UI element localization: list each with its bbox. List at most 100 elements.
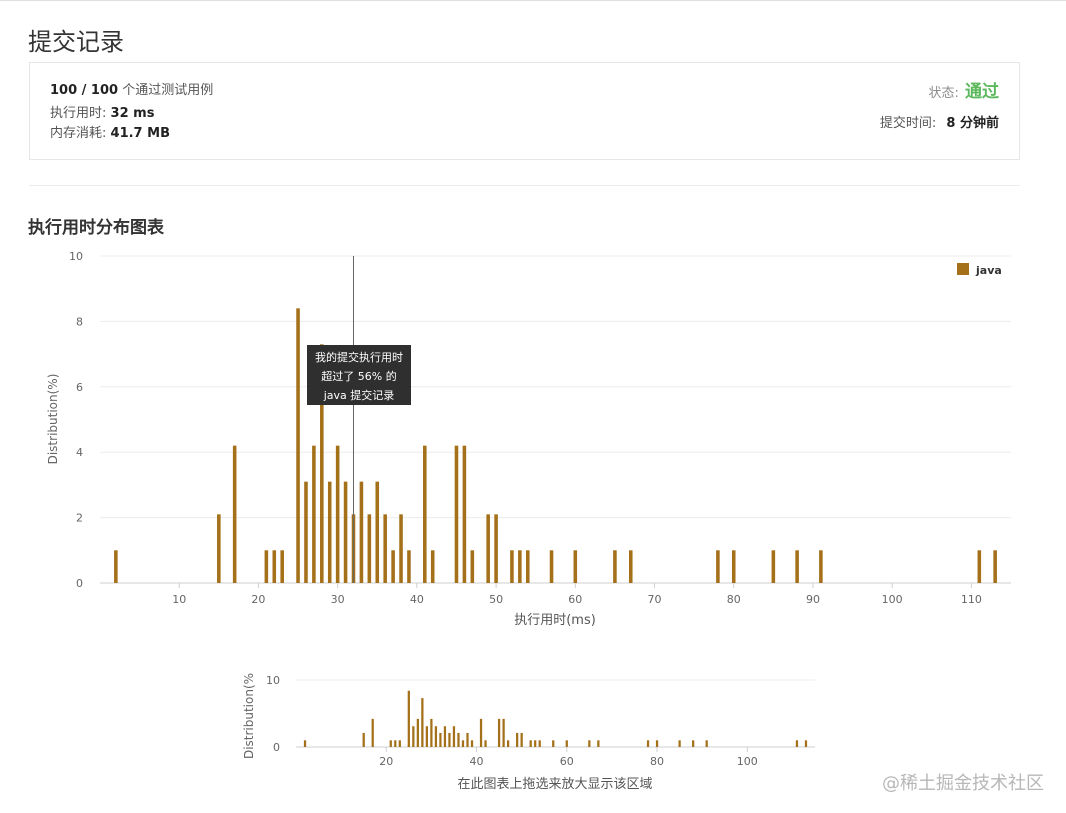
navigator-bar bbox=[430, 718, 433, 747]
bar[interactable] bbox=[462, 445, 467, 583]
navigator-bar bbox=[407, 690, 410, 747]
bar[interactable] bbox=[217, 514, 221, 583]
navigator-bar bbox=[529, 740, 532, 747]
status: 状态: 通过 bbox=[928, 77, 999, 102]
navigator-grid bbox=[296, 679, 815, 752]
legend-label-java[interactable]: java bbox=[975, 264, 1002, 277]
tests-passed-row: 100 / 100 个通过测试用例 bbox=[50, 79, 213, 98]
navigator-bar bbox=[461, 740, 465, 747]
zoom-hint: 在此图表上拖选来放大显示该区域 bbox=[457, 777, 652, 792]
runtime-value: 32 ms bbox=[110, 106, 155, 121]
bar[interactable] bbox=[312, 445, 316, 583]
y-tick-label: 10 bbox=[266, 674, 280, 687]
bar[interactable] bbox=[383, 514, 387, 583]
navigator-bar bbox=[795, 740, 799, 747]
bar[interactable] bbox=[280, 550, 284, 583]
navigator-bar bbox=[497, 718, 501, 747]
x-tick-label: 20 bbox=[379, 755, 393, 768]
bar[interactable] bbox=[628, 550, 633, 583]
bar[interactable] bbox=[343, 481, 348, 583]
memory-row: 内存消耗: 41.7 MB bbox=[50, 122, 170, 141]
bar[interactable] bbox=[573, 550, 578, 583]
bar[interactable] bbox=[375, 481, 380, 583]
bar[interactable] bbox=[470, 550, 475, 583]
bar[interactable] bbox=[549, 550, 554, 583]
x-tick-label: 50 bbox=[489, 593, 503, 606]
navigator-bar bbox=[705, 740, 708, 747]
bar[interactable] bbox=[296, 308, 300, 583]
tooltip-line-2: 超过了 56% 的 bbox=[321, 370, 397, 383]
bar[interactable] bbox=[494, 514, 498, 583]
bar[interactable] bbox=[327, 481, 332, 583]
tests-passed-suffix: 个通过测试用例 bbox=[122, 83, 214, 98]
navigator-bar bbox=[443, 726, 447, 747]
navigator-bar bbox=[303, 740, 307, 747]
submit-time-label: 提交时间: bbox=[879, 116, 937, 131]
runtime-label: 执行用时: bbox=[50, 106, 107, 121]
bar-series-java[interactable] bbox=[114, 308, 997, 583]
submit-time-value: 8 分钟前 bbox=[946, 116, 999, 131]
submission-summary: 100 / 100 个通过测试用例 执行用时: 32 ms 内存消耗: 41.7… bbox=[29, 62, 1020, 160]
bar[interactable] bbox=[454, 445, 459, 583]
navigator-bar bbox=[502, 718, 505, 747]
bar[interactable] bbox=[367, 514, 372, 583]
bar[interactable] bbox=[613, 550, 617, 583]
bar[interactable] bbox=[993, 550, 997, 583]
navigator-bar bbox=[516, 732, 519, 747]
bar[interactable] bbox=[430, 550, 435, 583]
runtime-distribution-chart[interactable]: 0 2 4 6 8 10 10 20 30 40 50 60 70 80 90 100 110 Distrib… bbox=[0, 240, 1066, 635]
bar[interactable] bbox=[977, 550, 982, 583]
navigator-bar bbox=[804, 740, 808, 747]
bar[interactable] bbox=[407, 550, 411, 583]
y-tick-label: 2 bbox=[76, 512, 83, 525]
tooltip-line-1: 我的提交执行用时 bbox=[315, 351, 403, 364]
y-axis-label: Distribution(%) bbox=[46, 374, 60, 465]
x-tick-label: 40 bbox=[410, 593, 424, 606]
bar[interactable] bbox=[423, 445, 427, 583]
bar[interactable] bbox=[518, 550, 522, 583]
bar[interactable] bbox=[399, 514, 403, 583]
x-tick-label: 80 bbox=[650, 755, 664, 768]
memory-label: 内存消耗: bbox=[50, 126, 107, 141]
navigator-bar bbox=[416, 718, 419, 747]
bar[interactable] bbox=[272, 550, 277, 583]
navigator-bar bbox=[484, 740, 487, 747]
bar[interactable] bbox=[731, 550, 736, 583]
zoom-navigator-chart[interactable]: 0 10 20 40 60 80 100 Distribution(% 在此图表上拖选来放… bbox=[0, 660, 1066, 795]
bar[interactable] bbox=[359, 481, 364, 583]
navigator-bar bbox=[448, 732, 451, 747]
bar[interactable] bbox=[391, 550, 395, 583]
bar[interactable] bbox=[304, 481, 308, 583]
x-tick-label: 20 bbox=[251, 593, 265, 606]
bar[interactable] bbox=[819, 550, 823, 583]
submit-time: 提交时间: 8 分钟前 bbox=[880, 112, 999, 131]
bar[interactable] bbox=[486, 514, 490, 583]
navigator-bar bbox=[457, 732, 460, 747]
navigator-y-tick-labels: 0 10 bbox=[266, 674, 280, 754]
chart-grid bbox=[100, 255, 1011, 588]
x-tick-label: 90 bbox=[806, 593, 820, 606]
bar[interactable] bbox=[525, 550, 530, 583]
bar[interactable] bbox=[335, 445, 340, 583]
bar[interactable] bbox=[716, 550, 720, 583]
navigator-bar bbox=[692, 740, 695, 747]
navigator-bar bbox=[538, 740, 541, 747]
bar[interactable] bbox=[264, 550, 269, 583]
bar[interactable] bbox=[232, 445, 237, 583]
bar[interactable] bbox=[114, 550, 118, 583]
chart-tooltip: 我的提交执行用时 超过了 56% 的 java 提交记录 bbox=[307, 345, 411, 405]
top-border bbox=[0, 0, 1066, 1]
x-tick-label: 100 bbox=[737, 755, 758, 768]
status-badge[interactable]: 通过 bbox=[965, 82, 999, 102]
bar[interactable] bbox=[795, 550, 799, 583]
tooltip-line-3: java 提交记录 bbox=[323, 389, 395, 402]
navigator-bar bbox=[479, 718, 483, 747]
y-tick-label: 4 bbox=[76, 446, 83, 459]
y-tick-label: 6 bbox=[76, 381, 83, 394]
navigator-bar bbox=[470, 740, 474, 747]
x-tick-label: 40 bbox=[470, 755, 484, 768]
bar[interactable] bbox=[771, 550, 776, 583]
bar[interactable] bbox=[320, 344, 324, 583]
bar[interactable] bbox=[510, 550, 514, 583]
memory-value: 41.7 MB bbox=[110, 126, 170, 141]
